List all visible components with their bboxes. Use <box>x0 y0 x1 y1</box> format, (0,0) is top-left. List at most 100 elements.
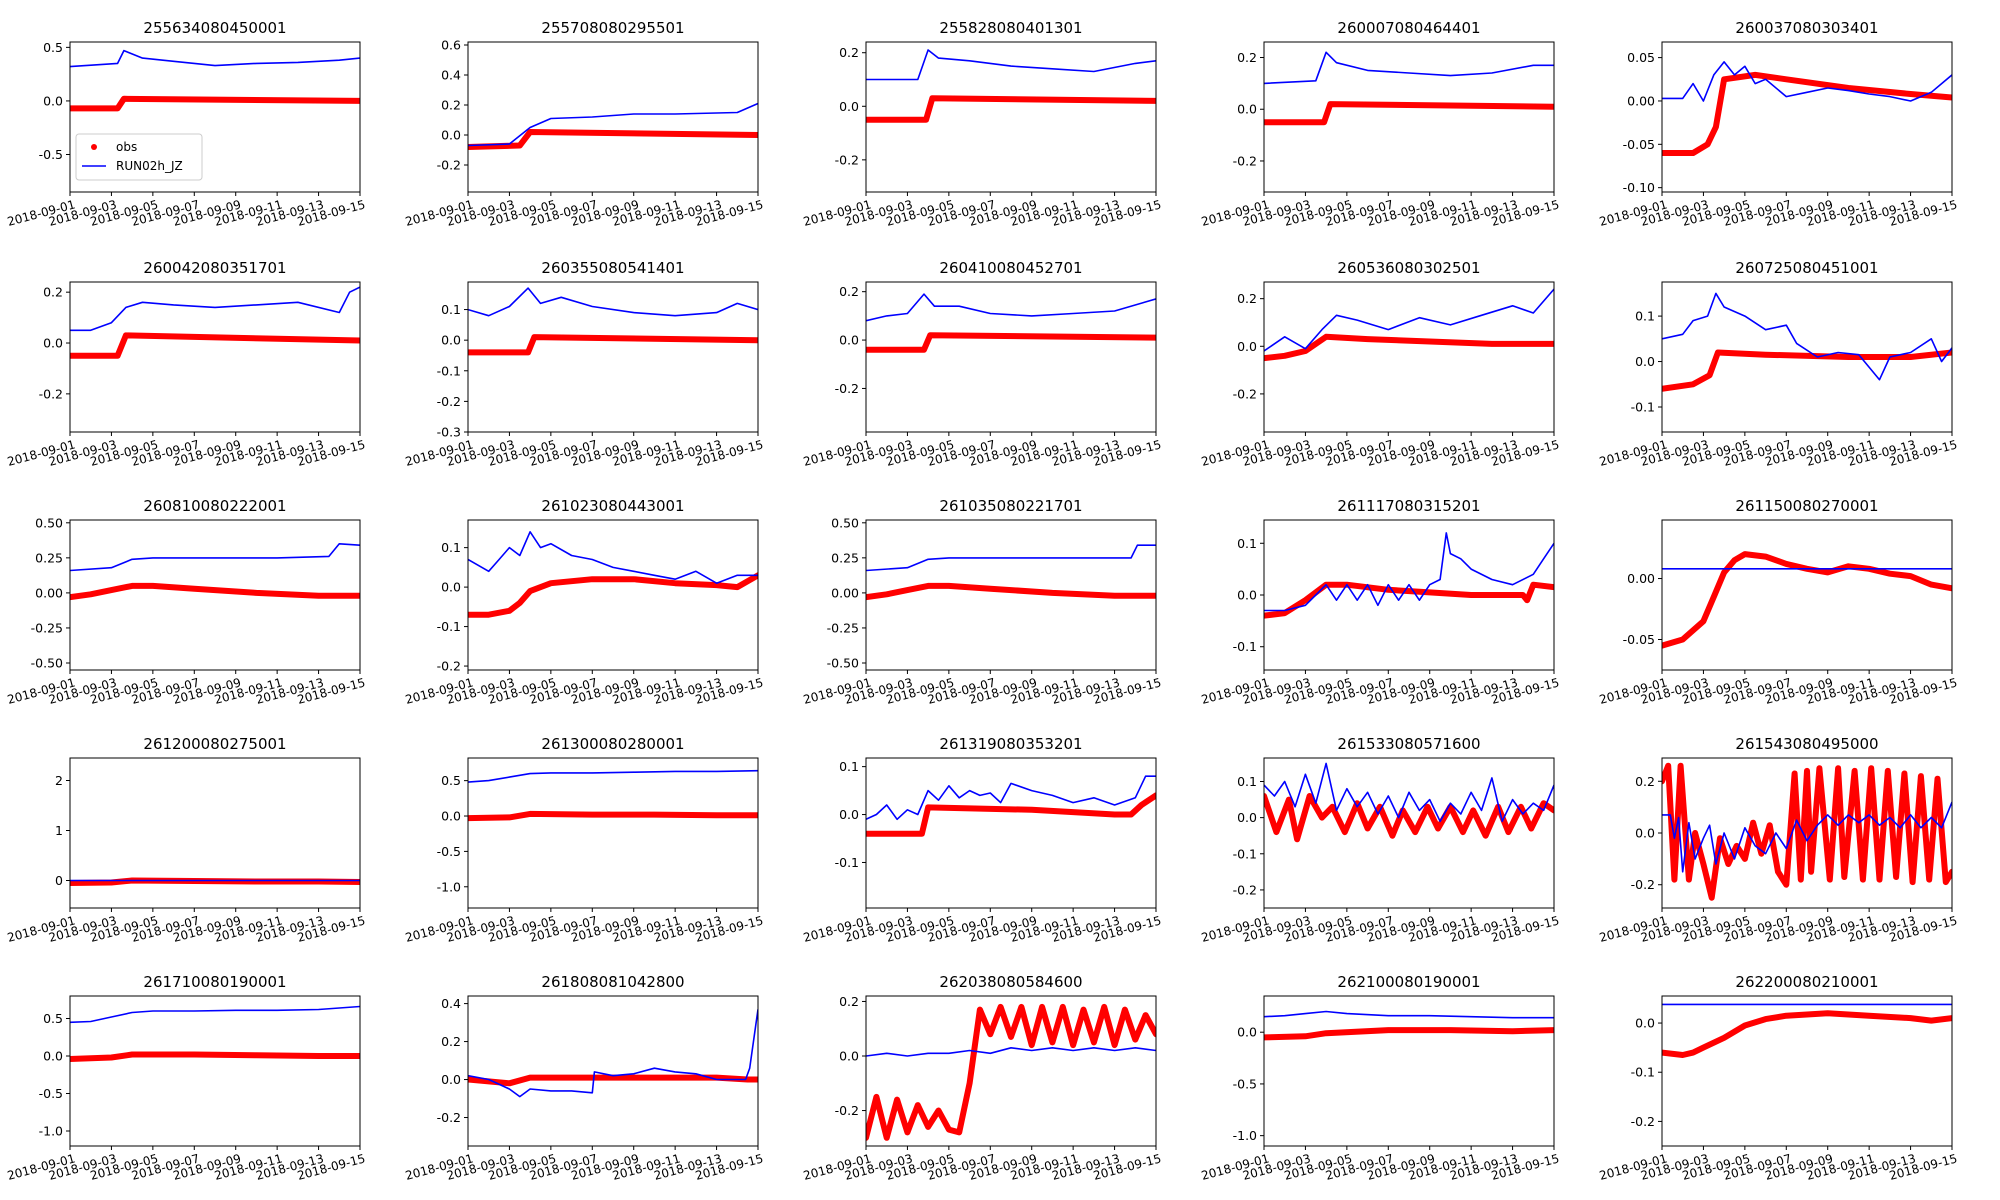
axes-frame <box>467 281 759 433</box>
y-tick-label: 0.0 <box>1237 102 1257 117</box>
subplot: 2615430804950000.20.0-0.22018-09-012018-… <box>1598 735 1959 945</box>
subplot: 2600370803034010.050.00-0.05-0.102018-09… <box>1598 19 1959 229</box>
y-tick-label: 0.0 <box>43 93 63 108</box>
model-series <box>1264 288 1554 352</box>
y-tick-label: 0.2 <box>441 98 461 113</box>
obs-series <box>70 582 360 601</box>
subplot-title: 255708080295501 <box>541 19 684 37</box>
axes-frame <box>467 995 759 1147</box>
y-tick-label: 0.1 <box>441 302 461 317</box>
y-tick-label: 0.6 <box>441 38 461 53</box>
y-tick-label: -0.2 <box>437 659 461 674</box>
y-tick-label: 0.0 <box>1237 588 1257 603</box>
subplot: 2622000802100010.0-0.1-0.22018-09-012018… <box>1598 973 1959 1183</box>
model-series <box>468 530 758 585</box>
obs-series <box>1264 793 1554 843</box>
subplot: 2603550805414010.10.0-0.1-0.2-0.32018-09… <box>404 259 765 469</box>
subplot-title: 255828080401301 <box>939 19 1082 37</box>
y-tick-label: 0.0 <box>441 128 461 143</box>
plot-area <box>1662 551 1952 649</box>
subplot: 2611500802700010.00-0.052018-09-012018-0… <box>1598 497 1959 707</box>
y-tick-label: 0.2 <box>839 45 859 60</box>
obs-series <box>1264 581 1554 619</box>
plot-area <box>70 286 360 359</box>
y-tick-label: 0.0 <box>1635 1016 1655 1031</box>
axes-frame <box>865 41 1157 193</box>
plot-area <box>468 287 758 356</box>
model-series <box>1662 801 1952 873</box>
y-tick-label: -0.1 <box>1631 1065 1655 1080</box>
obs-series <box>1264 333 1554 362</box>
y-tick-label: 0.0 <box>839 333 859 348</box>
obs-series <box>1662 349 1952 392</box>
subplot-title: 260007080464401 <box>1337 19 1480 37</box>
obs-series <box>468 334 758 356</box>
axes-frame <box>69 281 361 433</box>
subplot-title: 260410080452701 <box>939 259 1082 277</box>
y-tick-label: -0.2 <box>1631 877 1655 892</box>
subplot-title: 260037080303401 <box>1735 19 1878 37</box>
y-tick-label: 0.5 <box>441 773 461 788</box>
model-series <box>866 1047 1156 1057</box>
subplot: 2612000802750012102018-09-012018-09-0320… <box>6 735 367 945</box>
axes-frame <box>1263 757 1555 909</box>
plot-area <box>468 769 758 822</box>
axes-frame <box>69 757 361 909</box>
subplot-title: 255634080450001 <box>143 19 286 37</box>
plot-area <box>1662 292 1952 392</box>
obs-series <box>866 1003 1156 1141</box>
y-tick-label: 0.0 <box>839 99 859 114</box>
y-tick-label: 0.1 <box>839 759 859 774</box>
plot-area <box>70 1005 360 1062</box>
y-tick-label: 0.2 <box>43 285 63 300</box>
axes-frame <box>865 757 1157 909</box>
plot-area <box>70 49 360 112</box>
y-tick-label: 0.0 <box>1237 339 1257 354</box>
subplot: 2556340804500010.50.0-0.52018-09-012018-… <box>6 19 367 229</box>
y-tick-label: -0.2 <box>437 394 461 409</box>
axes-frame <box>1661 281 1953 433</box>
model-series <box>1662 61 1952 102</box>
model-series <box>468 1009 758 1098</box>
plot-area <box>866 293 1156 353</box>
plot-area <box>866 544 1156 601</box>
axes-frame <box>1263 995 1555 1147</box>
y-tick-label: 0.2 <box>441 1034 461 1049</box>
subplot-title: 261023080443001 <box>541 497 684 515</box>
model-series <box>866 775 1156 821</box>
model-series <box>70 49 360 68</box>
subplot: 2557080802955010.60.40.20.0-0.22018-09-0… <box>404 19 765 229</box>
subplot-title: 261150080270001 <box>1735 497 1878 515</box>
plot-area <box>1264 762 1554 843</box>
subplot: 2610230804430010.10.0-0.1-0.22018-09-012… <box>404 497 765 707</box>
y-tick-label: -0.1 <box>835 855 859 870</box>
y-tick-label: 0.05 <box>1627 50 1655 65</box>
subplot-title: 261808081042800 <box>541 973 684 991</box>
obs-series <box>1264 101 1554 126</box>
legend-obs-marker <box>91 144 97 150</box>
subplot-title: 262200080210001 <box>1735 973 1878 991</box>
subplot: 2608100802220010.500.250.00-0.25-0.50201… <box>6 497 367 707</box>
y-tick-label: -0.5 <box>39 147 63 162</box>
y-tick-label: -0.50 <box>827 655 859 670</box>
y-tick-label: -0.2 <box>1631 1114 1655 1129</box>
subplot-title: 261117080315201 <box>1337 497 1480 515</box>
y-tick-label: -0.10 <box>1623 180 1655 195</box>
y-tick-label: -0.2 <box>835 381 859 396</box>
obs-series <box>1662 1010 1952 1058</box>
model-series <box>1264 532 1554 612</box>
model-series <box>70 1005 360 1024</box>
y-tick-label: -0.3 <box>437 425 461 440</box>
plot-area <box>468 102 758 150</box>
obs-series <box>70 95 360 112</box>
y-tick-label: 0.1 <box>1237 774 1257 789</box>
y-tick-label: 0.25 <box>831 550 859 565</box>
legend-model-label: RUN02h_JZ <box>116 159 183 173</box>
subplot: 2600420803517010.20.0-0.22018-09-012018-… <box>6 259 367 469</box>
y-tick-label: -0.05 <box>1623 632 1655 647</box>
plot-area <box>1264 532 1554 619</box>
y-tick-label: -1.0 <box>39 1124 63 1139</box>
axes-frame <box>865 281 1157 433</box>
obs-series <box>866 582 1156 601</box>
